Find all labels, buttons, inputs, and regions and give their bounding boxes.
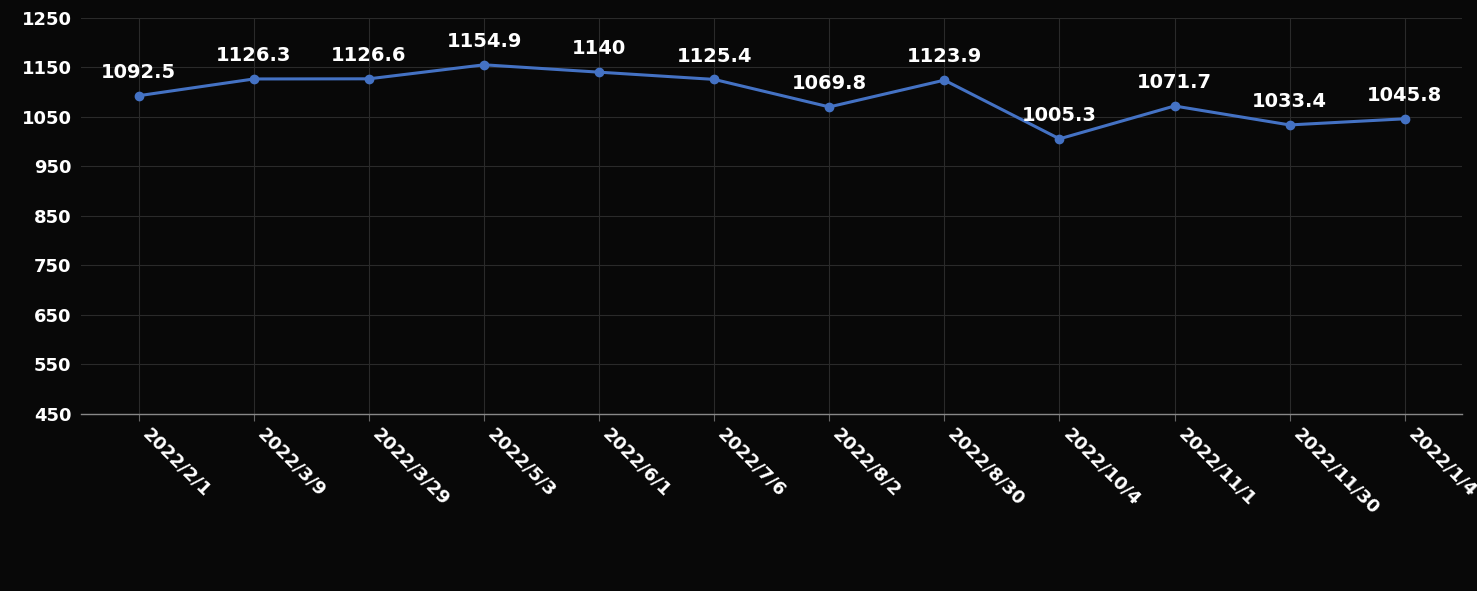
Text: 1140: 1140 bbox=[572, 39, 626, 59]
Text: 1092.5: 1092.5 bbox=[102, 63, 176, 82]
Text: 1045.8: 1045.8 bbox=[1368, 86, 1443, 105]
Text: 1126.3: 1126.3 bbox=[216, 46, 291, 65]
Text: 1126.6: 1126.6 bbox=[331, 46, 406, 65]
Text: 1154.9: 1154.9 bbox=[446, 32, 521, 51]
Text: 1125.4: 1125.4 bbox=[676, 47, 752, 66]
Text: 1123.9: 1123.9 bbox=[907, 47, 982, 66]
Text: 1033.4: 1033.4 bbox=[1252, 92, 1328, 111]
Text: 1069.8: 1069.8 bbox=[792, 74, 867, 93]
Text: 1005.3: 1005.3 bbox=[1022, 106, 1097, 125]
Text: 1071.7: 1071.7 bbox=[1137, 73, 1213, 92]
